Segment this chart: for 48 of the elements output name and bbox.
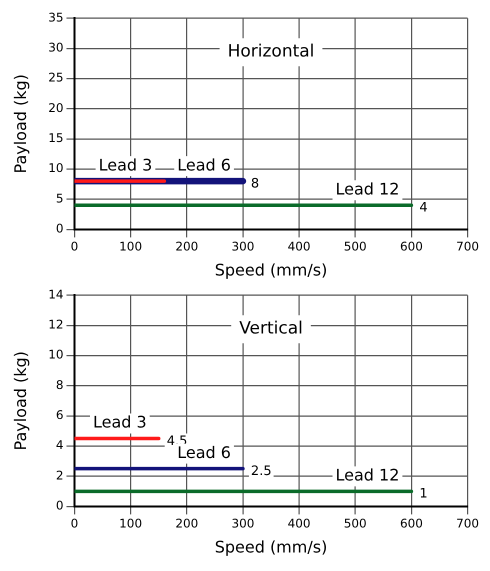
x-tick-label: 600 [400,240,423,254]
x-tick-label: 100 [119,516,142,531]
data-label: 2.5 [250,464,272,480]
y-axis-title: Payload (kg) [10,74,30,174]
series-label: Lead 3 [98,155,152,174]
x-tick-label: 700 [456,240,479,254]
y-tick-label: 5 [56,191,64,206]
data-label: 4 [419,200,428,216]
y-tick-label: 0 [56,498,64,513]
x-tick-label: 500 [344,240,367,254]
x-axis-title: Speed (mm/s) [214,538,328,557]
series-label: Lead 12 [336,179,400,198]
y-tick-label: 30 [48,40,64,54]
x-tick-label: 400 [288,240,311,254]
x-tick-label: 100 [119,240,142,254]
y-tick-label: 25 [48,70,64,85]
x-tick-label: 200 [175,240,198,254]
y-tick-label: 10 [48,161,64,176]
text: Horizontal [228,42,314,62]
y-tick-label: 12 [48,317,64,332]
y-tick-label: 14 [48,287,64,302]
y-axis-title: Payload (kg) [10,351,30,450]
x-tick-label: 500 [344,516,367,531]
x-tick-label: 400 [288,516,311,531]
series-label: Lead 6 [177,442,231,462]
y-tick-label: 10 [48,348,64,362]
y-tick-label: 8 [56,378,64,392]
x-axis-title: Speed (mm/s) [214,260,328,280]
data-label: 1 [419,486,428,502]
y-tick-label: 2 [56,468,64,482]
text: Vertical [239,318,303,339]
x-tick-label: 300 [231,240,254,254]
series-label: Lead 12 [336,465,400,484]
y-tick-label: 35 [48,10,64,24]
y-tick-label: 15 [48,131,64,146]
y-tick-label: 20 [48,100,64,115]
y-tick-label: 4 [56,438,64,452]
y-tick-label: 0 [56,222,64,236]
x-tick-label: 300 [231,516,254,531]
series-label: Lead 6 [177,155,231,174]
y-tick-label: 6 [56,408,64,422]
x-tick-label: 0 [70,516,78,531]
x-tick-label: 200 [175,516,198,531]
x-tick-label: 700 [456,516,479,531]
x-tick-label: 0 [70,240,78,254]
data-label: 8 [250,176,260,192]
series-label: Lead 3 [92,412,147,432]
x-tick-label: 600 [400,516,423,531]
